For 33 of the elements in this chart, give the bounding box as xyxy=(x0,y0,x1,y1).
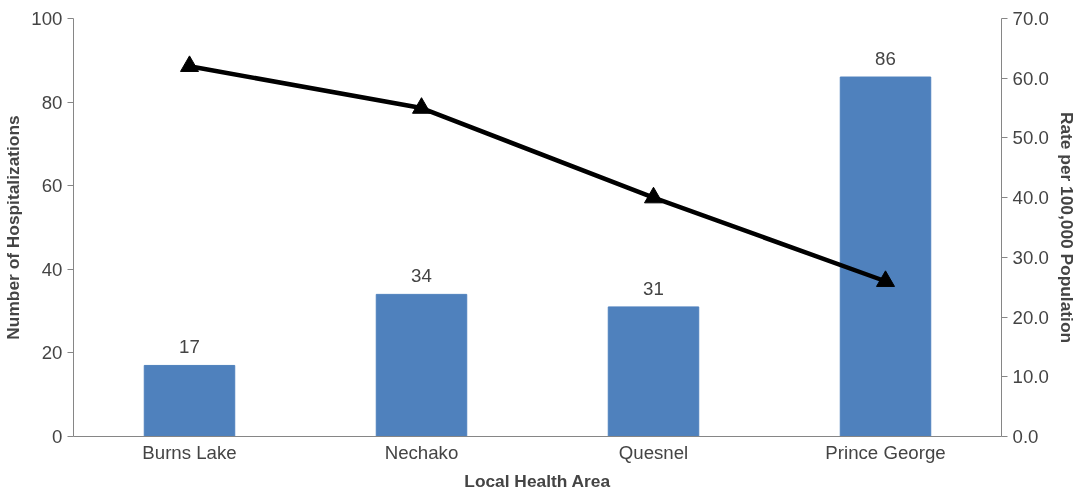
x-tick-label: Nechako xyxy=(384,441,459,463)
x-tick-label: Prince George xyxy=(825,441,946,463)
point xyxy=(876,270,895,287)
bar xyxy=(839,76,932,437)
y-tick-label: 0 xyxy=(52,426,63,447)
y2-tick-label: 70.0 xyxy=(1012,8,1049,29)
bar xyxy=(607,306,700,437)
bar xyxy=(143,364,236,437)
bar xyxy=(375,293,468,437)
point xyxy=(412,97,431,114)
data-label: 34 xyxy=(411,265,432,287)
point xyxy=(644,186,663,204)
x-tick-label: Quesnel xyxy=(618,441,689,463)
point xyxy=(180,55,199,72)
data-label: 86 xyxy=(875,48,896,70)
x-axis-title: Local Health Area xyxy=(464,470,611,491)
y2-tick-label: 20.0 xyxy=(1012,306,1049,328)
y-tick-label: 100 xyxy=(31,8,63,29)
y2-tick-label: 30.0 xyxy=(1012,246,1049,268)
y-tick-label: 80 xyxy=(41,91,63,113)
y-tick-label: 60 xyxy=(41,175,63,197)
data-label: 17 xyxy=(179,336,200,358)
y2-axis-title: Rate per 100,000 Population xyxy=(1056,111,1077,344)
y-tick-label: 40 xyxy=(41,258,63,280)
y2-tick-label: 50.0 xyxy=(1012,127,1049,149)
y2-tick-label: 40.0 xyxy=(1012,187,1049,209)
x-tick-label: Burns Lake xyxy=(142,441,237,463)
y2-tick-label: 0.0 xyxy=(1012,426,1039,447)
y2-tick-label: 10.0 xyxy=(1012,366,1049,388)
y2-tick-label: 60.0 xyxy=(1012,67,1049,89)
y-axis-title: Number of Hospitalizations xyxy=(3,115,24,340)
y-tick-label: 20 xyxy=(41,342,63,364)
data-label: 31 xyxy=(643,277,664,299)
